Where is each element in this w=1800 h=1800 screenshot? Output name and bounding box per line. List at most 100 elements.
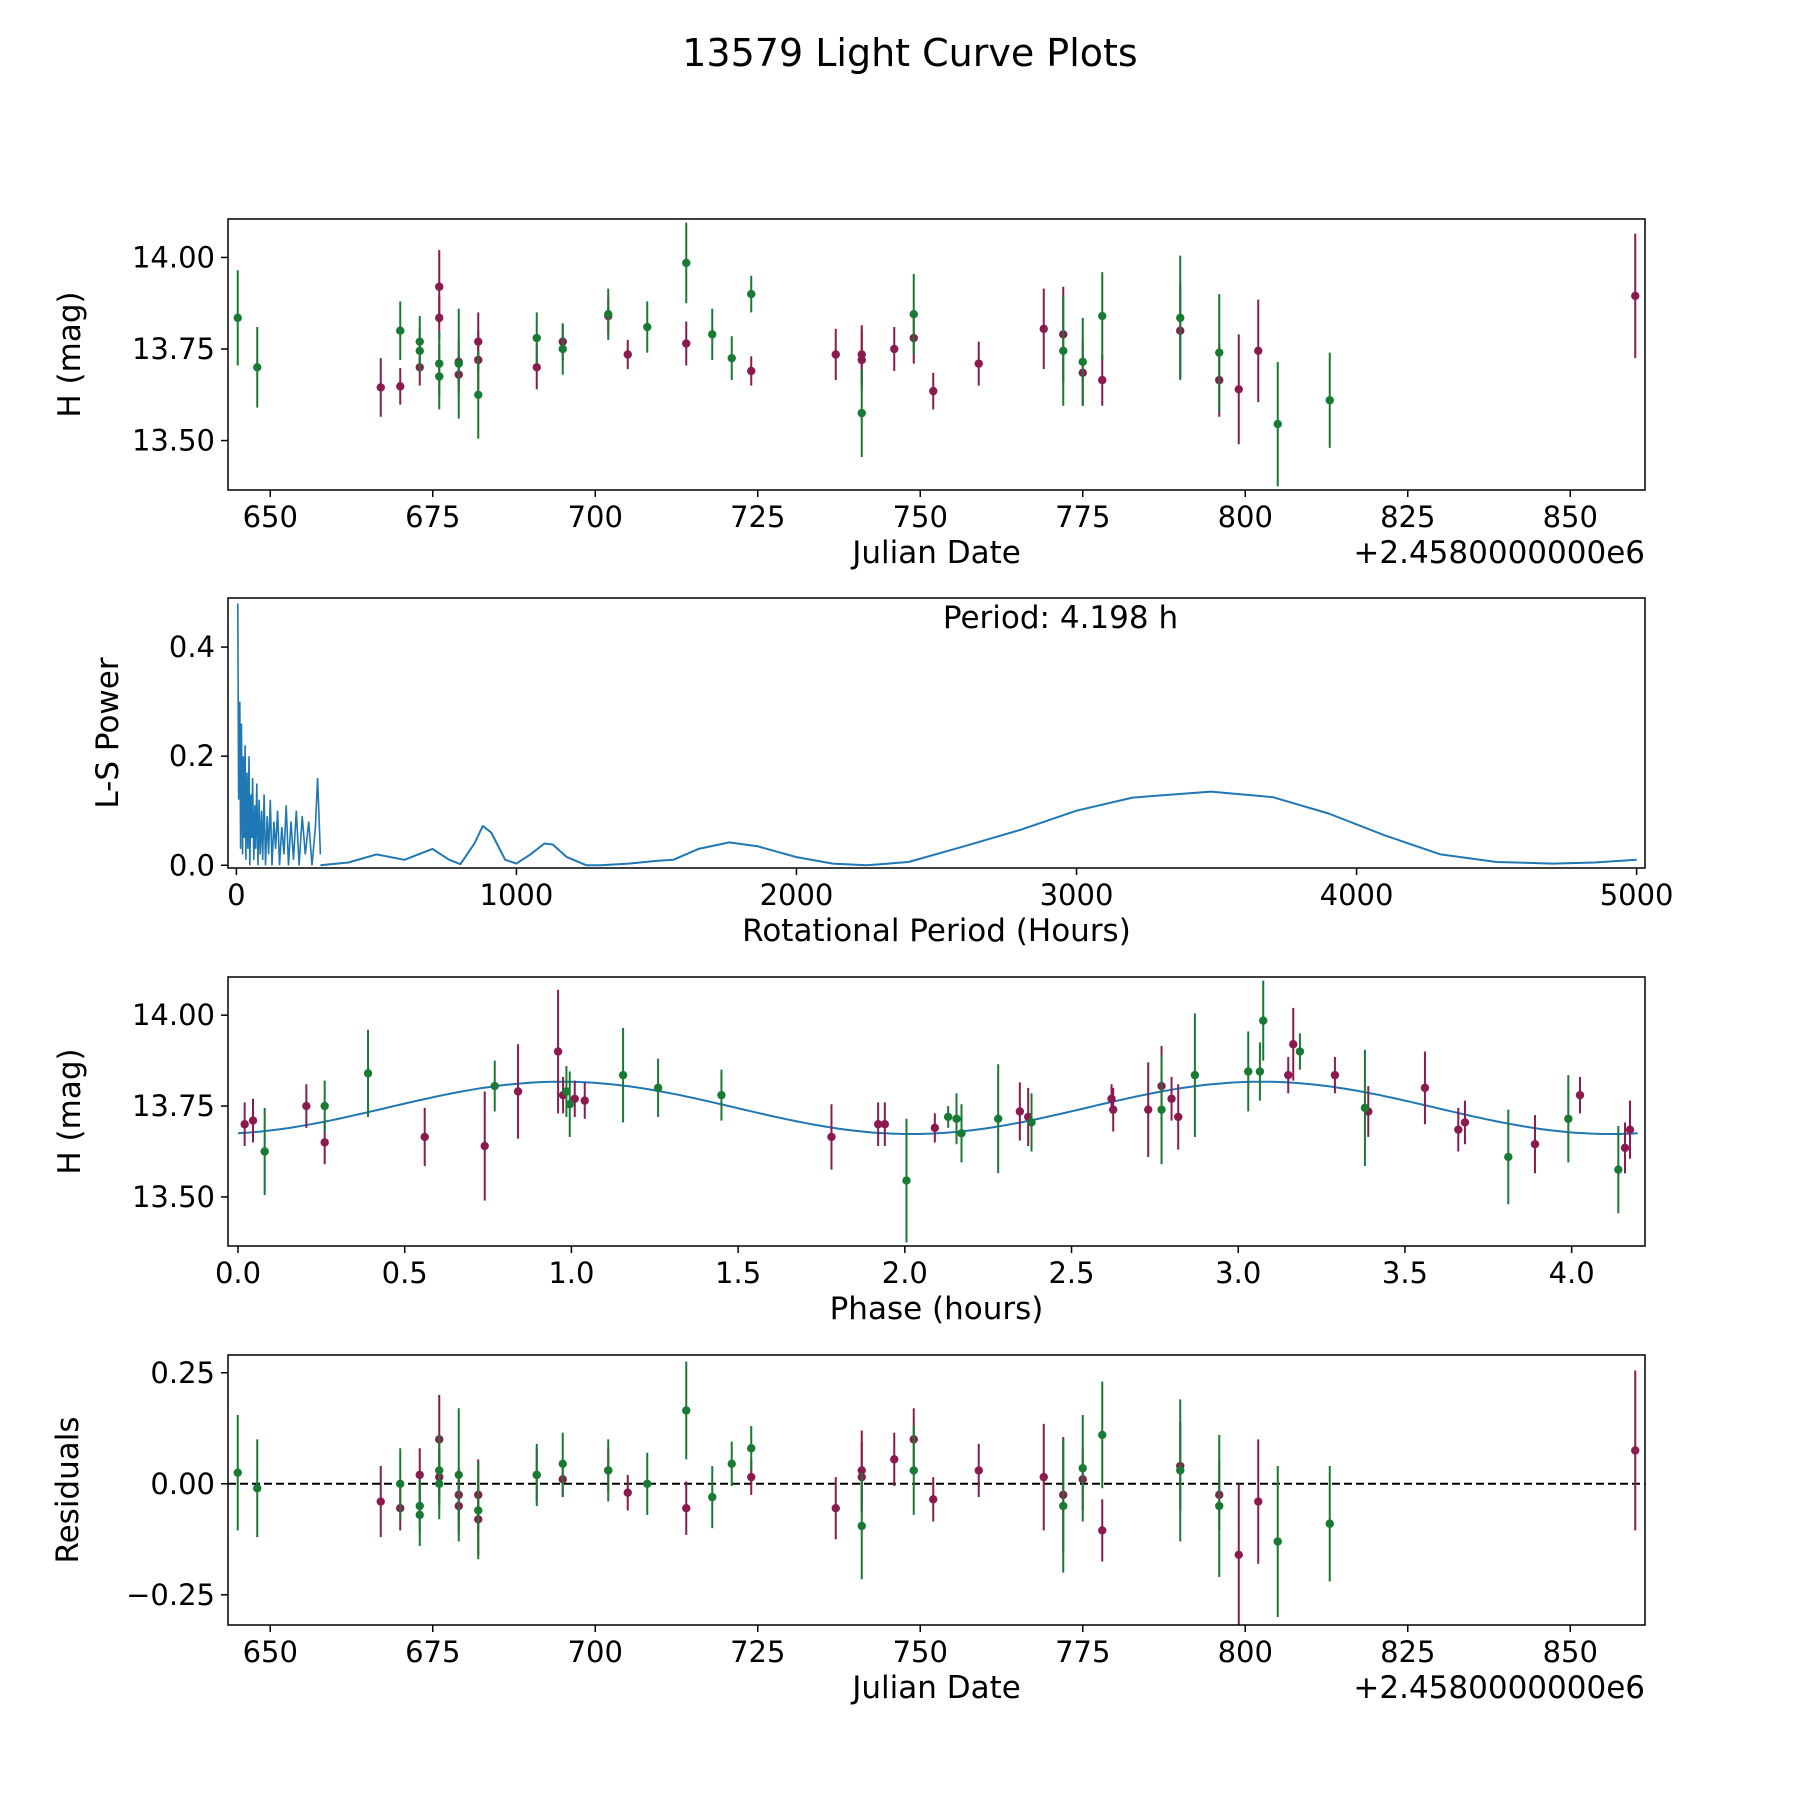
data-point (1174, 1112, 1183, 1122)
data-point (1234, 385, 1243, 394)
y-tick-label: −0.25 (126, 1578, 215, 1612)
data-point (682, 339, 691, 348)
data-point (873, 1120, 883, 1129)
x-tick-label: 725 (730, 500, 785, 534)
x-axis-label: Rotational Period (Hours) (742, 913, 1131, 949)
figure-title: 13579 Light Curve Plots (682, 31, 1137, 75)
period-annotation: Period: 4.198 h (943, 600, 1178, 636)
data-point (248, 1116, 258, 1125)
x-tick-label: 1.0 (548, 1256, 594, 1290)
y-tick-label: 13.75 (132, 332, 215, 366)
y-tick-label: 13.50 (132, 1180, 215, 1214)
x-tick-label: 650 (243, 500, 298, 534)
data-point (320, 1101, 329, 1111)
data-point (943, 1112, 953, 1122)
data-point (233, 1468, 242, 1477)
data-point (1330, 1070, 1340, 1080)
data-point (623, 1488, 632, 1497)
data-point (929, 1495, 938, 1504)
data-point (435, 1479, 444, 1488)
panel-phase: 0.0 0.5 1.0 1.5 2.0 2.5 3.0 3.5 4.0 13.50 13.75 14.… (52, 976, 1646, 1327)
y-axis-label: H (mag) (52, 1048, 88, 1174)
x-tick-label: 775 (1055, 1635, 1110, 1669)
data-point (653, 1083, 663, 1093)
data-point (553, 1047, 563, 1056)
y-tick-label: 14.00 (132, 240, 215, 274)
x-tick-label: 3.0 (1215, 1256, 1261, 1290)
data-point (727, 1459, 736, 1468)
x-tick-label: 850 (1543, 500, 1598, 534)
x-tick-label: 5000 (1600, 878, 1674, 912)
x-tick-label: 3000 (1040, 878, 1114, 912)
data-point (1614, 1165, 1623, 1174)
data-point (558, 344, 567, 354)
data-point (827, 1132, 836, 1142)
data-point (682, 1504, 691, 1513)
plot-area-residuals (228, 1361, 1645, 1625)
data-point (1234, 1550, 1243, 1560)
data-point (1295, 1047, 1305, 1056)
data-point (604, 310, 613, 319)
data-point (532, 1470, 541, 1480)
data-point (909, 310, 918, 319)
data-point (1244, 1067, 1253, 1076)
data-point (1259, 1016, 1268, 1025)
data-point (1360, 1103, 1370, 1113)
data-point (1098, 1526, 1107, 1535)
x-tick-label: 750 (893, 1635, 948, 1669)
data-point (1564, 1114, 1573, 1123)
y-tick-label: 14.00 (132, 998, 215, 1032)
data-point (727, 353, 736, 363)
data-point (562, 1087, 571, 1096)
x-tick-label: 0.5 (382, 1256, 428, 1290)
data-point (618, 1070, 628, 1080)
x-tick-label: 1000 (480, 878, 554, 912)
data-point (857, 1521, 866, 1531)
data-point (682, 1406, 691, 1415)
data-point (1460, 1118, 1470, 1127)
data-point (490, 1081, 499, 1091)
data-point (604, 1466, 613, 1475)
data-point (708, 1492, 717, 1502)
data-point (474, 390, 483, 399)
series-green (233, 222, 1334, 487)
series-magenta (376, 233, 1640, 445)
x-tick-label: 3.5 (1382, 1256, 1428, 1290)
x-tick-label: 0.0 (215, 1256, 261, 1290)
y-tick-label: 0.2 (169, 739, 215, 773)
x-tick-label: 1.5 (715, 1256, 761, 1290)
data-point (233, 313, 242, 323)
x-tick-label: 725 (730, 1635, 785, 1669)
data-point (1325, 396, 1334, 405)
panel-residuals: 650 675 700 725 750 775 800 825 850 −0.25 0.00 0.25… (50, 1354, 1646, 1706)
data-point (930, 1123, 940, 1133)
data-point (902, 1176, 911, 1185)
data-point (1289, 1040, 1298, 1049)
data-point (570, 1094, 579, 1103)
data-point (974, 1466, 983, 1475)
y-tick-label: 13.75 (132, 1089, 215, 1123)
x-tick-label: 700 (568, 1635, 623, 1669)
x-axis-label: Phase (hours) (830, 1291, 1044, 1327)
data-point (513, 1087, 523, 1096)
data-point (260, 1147, 269, 1156)
data-point (708, 330, 717, 339)
data-point (396, 1479, 405, 1488)
data-point (435, 372, 444, 381)
data-point (1420, 1083, 1430, 1093)
series-magenta (376, 1370, 1640, 1625)
data-point (1098, 375, 1107, 385)
data-point (857, 355, 866, 365)
x-offset-label: +2.4580000000e6 (1353, 1670, 1645, 1706)
y-tick-label: 13.50 (132, 424, 215, 458)
plot-area-phase (237, 980, 1638, 1243)
data-point (1015, 1107, 1025, 1116)
data-point (1631, 1446, 1640, 1455)
data-point (1255, 1067, 1265, 1076)
plot-area-lightcurve (233, 222, 1640, 487)
data-point (253, 1484, 262, 1493)
x-axis-label: Julian Date (850, 1670, 1021, 1706)
x-tick-label: 650 (243, 1635, 298, 1669)
data-point (1039, 1472, 1048, 1482)
